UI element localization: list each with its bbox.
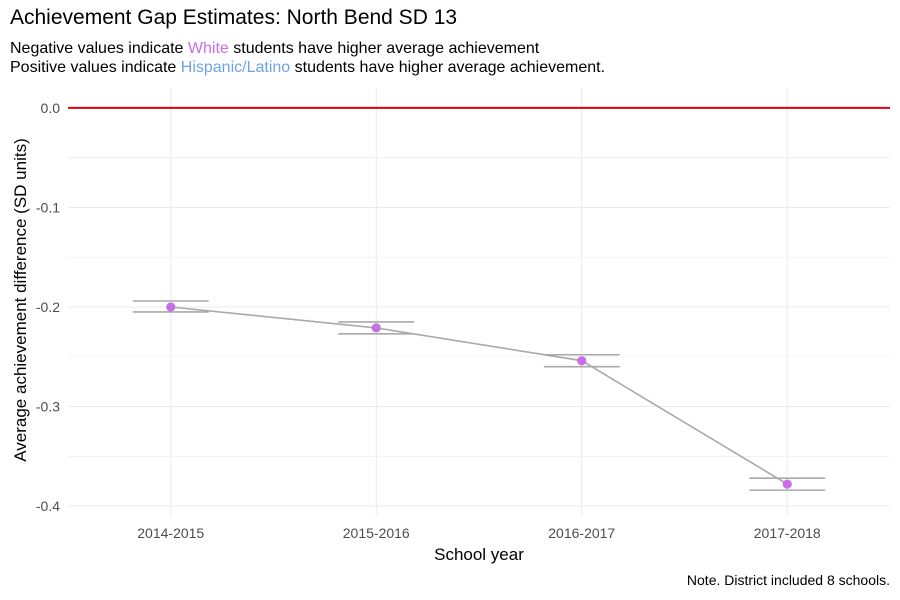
grid-lines xyxy=(68,88,890,516)
subtitle-line-1: Negative values indicate White students … xyxy=(10,40,539,58)
data-point-3 xyxy=(782,479,792,489)
data-points-group xyxy=(166,302,792,489)
white-group-label: White xyxy=(187,40,229,57)
chart-title: Achievement Gap Estimates: North Bend SD… xyxy=(10,6,458,29)
data-point-2 xyxy=(577,356,587,366)
y-tick-label-2: -0.2 xyxy=(36,299,60,315)
x-tick-label-3: 2017-2018 xyxy=(754,525,821,541)
data-point-1 xyxy=(371,323,381,333)
caption-note: Note. District included 8 schools. xyxy=(686,572,890,588)
y-tick-label-1: -0.1 xyxy=(36,199,60,215)
x-tick-label-0: 2014-2015 xyxy=(137,525,204,541)
x-tick-labels: 2014-2015 2015-2016 2016-2017 2017-2018 xyxy=(137,525,821,541)
subtitle-2-prefix: Positive values indicate xyxy=(10,59,181,76)
subtitle-1-prefix: Negative values indicate xyxy=(10,40,188,57)
series-line xyxy=(170,306,788,485)
y-tick-label-4: -0.4 xyxy=(36,498,60,514)
hispanic-group-label: Hispanic/Latino xyxy=(180,59,291,76)
y-axis-title: Average achievement difference (SD units… xyxy=(11,138,30,462)
y-tick-labels: 0.0 -0.1 -0.2 -0.3 -0.4 xyxy=(36,100,60,514)
x-tick-label-1: 2015-2016 xyxy=(343,525,410,541)
x-axis-title: School year xyxy=(434,545,524,564)
subtitle-line-2: Positive values indicate Hispanic/Latino… xyxy=(10,59,605,77)
series-line-group xyxy=(170,306,788,485)
subtitle-1-suffix: students have higher average achievement xyxy=(228,40,540,57)
x-tick-label-2: 2016-2017 xyxy=(548,525,615,541)
subtitle-2-suffix: students have higher average achievement… xyxy=(290,59,606,76)
error-bars-group xyxy=(132,300,826,491)
y-tick-label-0: 0.0 xyxy=(41,100,61,116)
data-point-0 xyxy=(166,302,176,312)
y-tick-label-3: -0.3 xyxy=(36,399,60,415)
